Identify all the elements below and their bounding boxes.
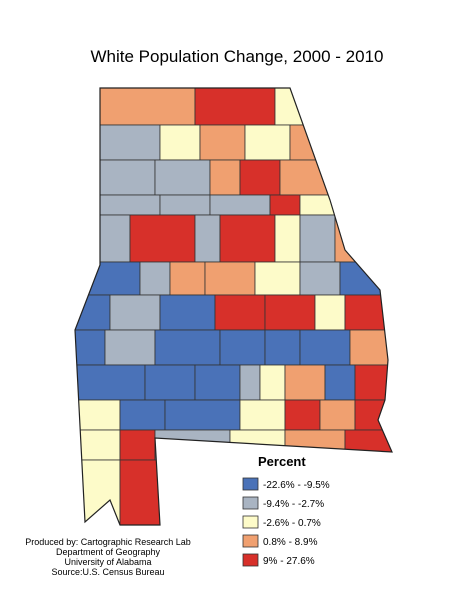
legend-swatch [242, 477, 259, 491]
county [219, 214, 276, 263]
county [169, 261, 206, 296]
county [109, 294, 161, 331]
county [324, 364, 356, 401]
legend-title: Percent [258, 454, 306, 469]
legend: -22.6% - -9.5% -9.4% - -2.7% -2.6% - 0.7% 0… [242, 477, 330, 567]
county [99, 88, 196, 126]
legend-swatch [242, 515, 259, 529]
county [284, 399, 321, 431]
legend-label: -9.4% - -2.7% [263, 499, 324, 510]
county [299, 214, 336, 263]
county [104, 329, 156, 366]
county [129, 214, 196, 263]
county [75, 399, 121, 431]
credit-line: University of Alabama [64, 557, 151, 567]
county [99, 194, 161, 216]
county [299, 329, 351, 366]
county [219, 329, 266, 366]
county [139, 261, 171, 296]
county [159, 124, 201, 161]
county [289, 124, 341, 161]
legend-label: 9% - 27.6% [263, 556, 315, 567]
legend-label: 0.8% - 8.9% [263, 537, 318, 548]
credits: Produced by: Cartographic Research LabDe… [25, 537, 191, 577]
county [75, 329, 106, 366]
legend-label: -22.6% - -9.5% [263, 480, 330, 491]
county [314, 294, 346, 331]
county [99, 159, 156, 196]
county [239, 364, 261, 401]
county [99, 124, 161, 161]
county [209, 159, 241, 196]
credit-line: Source:U.S. Census Bureau [51, 567, 164, 577]
state-outline [74, 87, 393, 526]
county [269, 194, 301, 216]
county [344, 429, 392, 461]
county [119, 429, 156, 461]
county [214, 294, 266, 331]
county [274, 214, 301, 263]
county [299, 261, 341, 296]
county [75, 261, 141, 296]
county [299, 194, 351, 216]
county [199, 124, 246, 161]
county [154, 159, 211, 196]
county [194, 214, 221, 263]
legend-label: -2.6% - 0.7% [263, 518, 321, 529]
county [75, 459, 121, 525]
credit-line: Produced by: Cartographic Research Lab [25, 537, 191, 547]
legend-swatch [242, 553, 259, 567]
counties [75, 88, 392, 525]
county [119, 399, 166, 431]
county [254, 261, 301, 296]
county [159, 294, 216, 331]
county [75, 364, 146, 401]
county [264, 294, 316, 331]
county [264, 329, 301, 366]
county [154, 329, 221, 366]
county [279, 159, 341, 196]
county [239, 399, 286, 431]
county [144, 364, 196, 401]
legend-swatch [242, 496, 259, 510]
county [194, 88, 276, 126]
county [239, 159, 281, 196]
county [354, 399, 392, 431]
county [339, 261, 391, 296]
county [75, 429, 121, 461]
county [274, 88, 336, 126]
map-title: White Population Change, 2000 - 2010 [91, 47, 384, 66]
county [344, 294, 392, 331]
county [244, 124, 291, 161]
county [284, 364, 326, 401]
county [209, 194, 271, 216]
county [354, 364, 392, 401]
county [159, 194, 211, 216]
county [99, 214, 131, 263]
county [75, 294, 111, 331]
credit-line: Department of Geography [56, 547, 161, 557]
county [319, 399, 356, 431]
county [164, 399, 241, 431]
county [194, 364, 241, 401]
county [154, 429, 231, 461]
legend-swatch [242, 534, 259, 548]
county [259, 364, 286, 401]
county [204, 261, 256, 296]
